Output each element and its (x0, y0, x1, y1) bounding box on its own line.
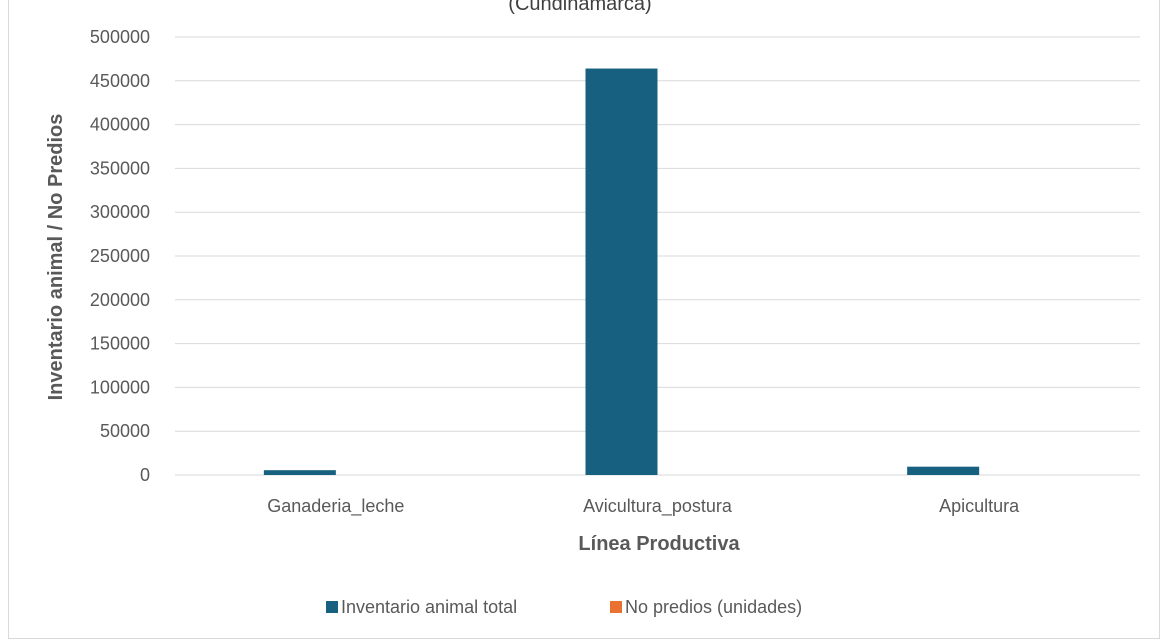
y-tick-label: 250000 (90, 246, 150, 266)
legend-swatch (326, 601, 338, 613)
y-tick-label: 0 (140, 465, 150, 485)
chart-frame (8, 0, 1160, 639)
legend-swatch (610, 601, 622, 613)
y-tick-label: 150000 (90, 334, 150, 354)
bar-ganaderia-leche-inventario (263, 470, 336, 475)
x-tick-label: Ganaderia_leche (267, 496, 404, 517)
y-tick-label: 200000 (90, 290, 150, 310)
legend-label: Inventario animal total (341, 597, 517, 617)
x-tick-label: Avicultura_postura (583, 496, 733, 517)
y-tick-label: 50000 (100, 421, 150, 441)
y-tick-label: 350000 (90, 158, 150, 178)
y-axis-title: Inventario animal / No Predios (45, 114, 67, 401)
chart-title: (Cundinamarca) (508, 0, 651, 15)
y-tick-labels: 0 50000 100000 150000 200000 250000 300000 3500… (90, 27, 150, 485)
y-tick-label: 300000 (90, 202, 150, 222)
x-tick-label: Apicultura (939, 496, 1020, 516)
y-tick-label: 400000 (90, 115, 150, 135)
x-tick-labels: Ganaderia_leche Avicultura_postura Apicult… (267, 496, 1020, 517)
y-tick-label: 100000 (90, 377, 150, 397)
bar-apicultura-inventario (907, 466, 980, 475)
bar-avicultura-postura-inventario (585, 68, 658, 475)
y-tick-label: 500000 (90, 27, 150, 47)
y-tick-label: 450000 (90, 71, 150, 91)
legend: Inventario animal total No predios (unida… (326, 597, 802, 617)
bars (263, 68, 980, 475)
x-axis-title: Línea Productiva (578, 533, 740, 555)
legend-label: No predios (unidades) (625, 597, 802, 617)
